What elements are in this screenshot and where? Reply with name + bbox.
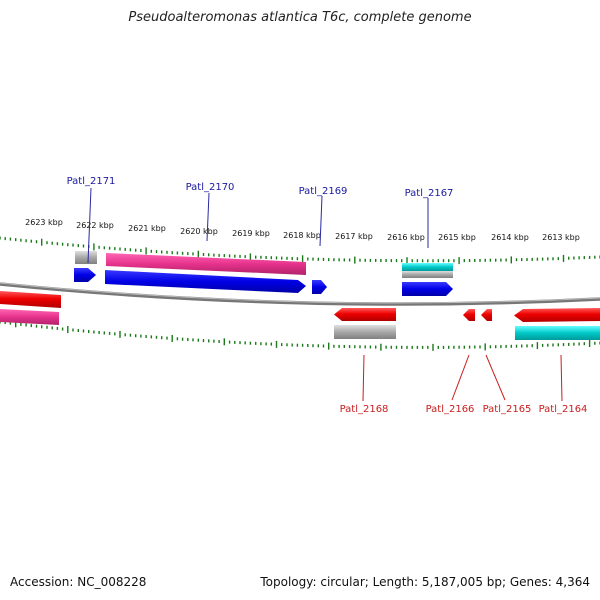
cds-patl-2166-arrow[interactable] [463, 309, 475, 321]
kbp-label: 2621 kbp [128, 224, 166, 233]
reverse-strand-features [0, 291, 600, 340]
cds-patl-2167-arrow[interactable] [402, 282, 453, 296]
kbp-scale: 2623 kbp 2622 kbp 2621 kbp 2620 kbp 2619… [25, 218, 580, 242]
leader-patl-2165 [485, 354, 506, 401]
gene-labels: Patl_2171 Patl_2170 Patl_2169 Patl_2167 … [67, 176, 588, 415]
cds-patl-2164-arrow[interactable] [514, 308, 600, 322]
leader-patl-2170 [206, 192, 210, 242]
gene-patl-2170-bar[interactable] [106, 253, 306, 275]
kbp-label: 2622 kbp [76, 221, 114, 230]
kbp-label: 2614 kbp [491, 233, 529, 242]
leader-patl-2169 [319, 195, 323, 247]
genome-backbone [0, 282, 600, 306]
cds-left-red-arrow[interactable] [0, 291, 61, 308]
genome-title: Pseudoalteromonas atlantica T6c, complet… [128, 10, 472, 25]
gene-label-patl-2167[interactable]: Patl_2167 [405, 188, 454, 199]
kbp-label: 2617 kbp [335, 232, 373, 241]
gene-patl-2168-gray[interactable] [334, 325, 396, 339]
gene-patl-2164-cyan[interactable] [515, 326, 600, 340]
gene-label-patl-2169[interactable]: Patl_2169 [299, 186, 348, 197]
forward-strand-features [74, 251, 453, 296]
gene-label-patl-2171[interactable]: Patl_2171 [67, 176, 116, 187]
cds-patl-2169-arrow[interactable] [312, 280, 327, 294]
leader-patl-2171 [87, 187, 92, 264]
leader-patl-2166 [451, 354, 470, 401]
cds-patl-2168-arrow[interactable] [334, 308, 396, 321]
kbp-label: 2620 kbp [180, 227, 218, 236]
cds-patl-2170-arrow[interactable] [105, 270, 306, 293]
gene-patl-2167-cyan[interactable] [402, 263, 453, 271]
leader-lines [87, 187, 563, 402]
kbp-label: 2619 kbp [232, 229, 270, 238]
gene-label-patl-2166[interactable]: Patl_2166 [426, 404, 475, 415]
kbp-label: 2613 kbp [542, 233, 580, 242]
gene-left-magenta-bar[interactable] [0, 309, 59, 325]
leader-patl-2164 [560, 354, 563, 402]
accession-text: Accession: NC_008228 [10, 575, 147, 589]
leader-patl-2168 [362, 354, 365, 402]
gene-patl-2171-box[interactable] [75, 251, 97, 264]
kbp-label: 2615 kbp [438, 233, 476, 242]
gene-patl-2167-gray[interactable] [402, 271, 453, 278]
tick-row-top [0, 236, 600, 265]
gene-label-patl-2164[interactable]: Patl_2164 [539, 404, 588, 415]
cds-patl-2165-arrow[interactable] [481, 309, 492, 321]
kbp-label: 2618 kbp [283, 231, 321, 240]
gene-label-patl-2170[interactable]: Patl_2170 [186, 182, 235, 193]
gene-label-patl-2165[interactable]: Patl_2165 [483, 404, 532, 415]
kbp-label: 2616 kbp [387, 233, 425, 242]
genome-backbone-highlight [0, 282, 600, 304]
cds-patl-2171-arrow[interactable] [74, 268, 96, 282]
genome-summary-text: Topology: circular; Length: 5,187,005 bp… [260, 575, 590, 589]
gene-label-patl-2168[interactable]: Patl_2168 [340, 404, 389, 415]
kbp-label: 2623 kbp [25, 218, 63, 227]
tick-row-bottom [0, 320, 600, 351]
